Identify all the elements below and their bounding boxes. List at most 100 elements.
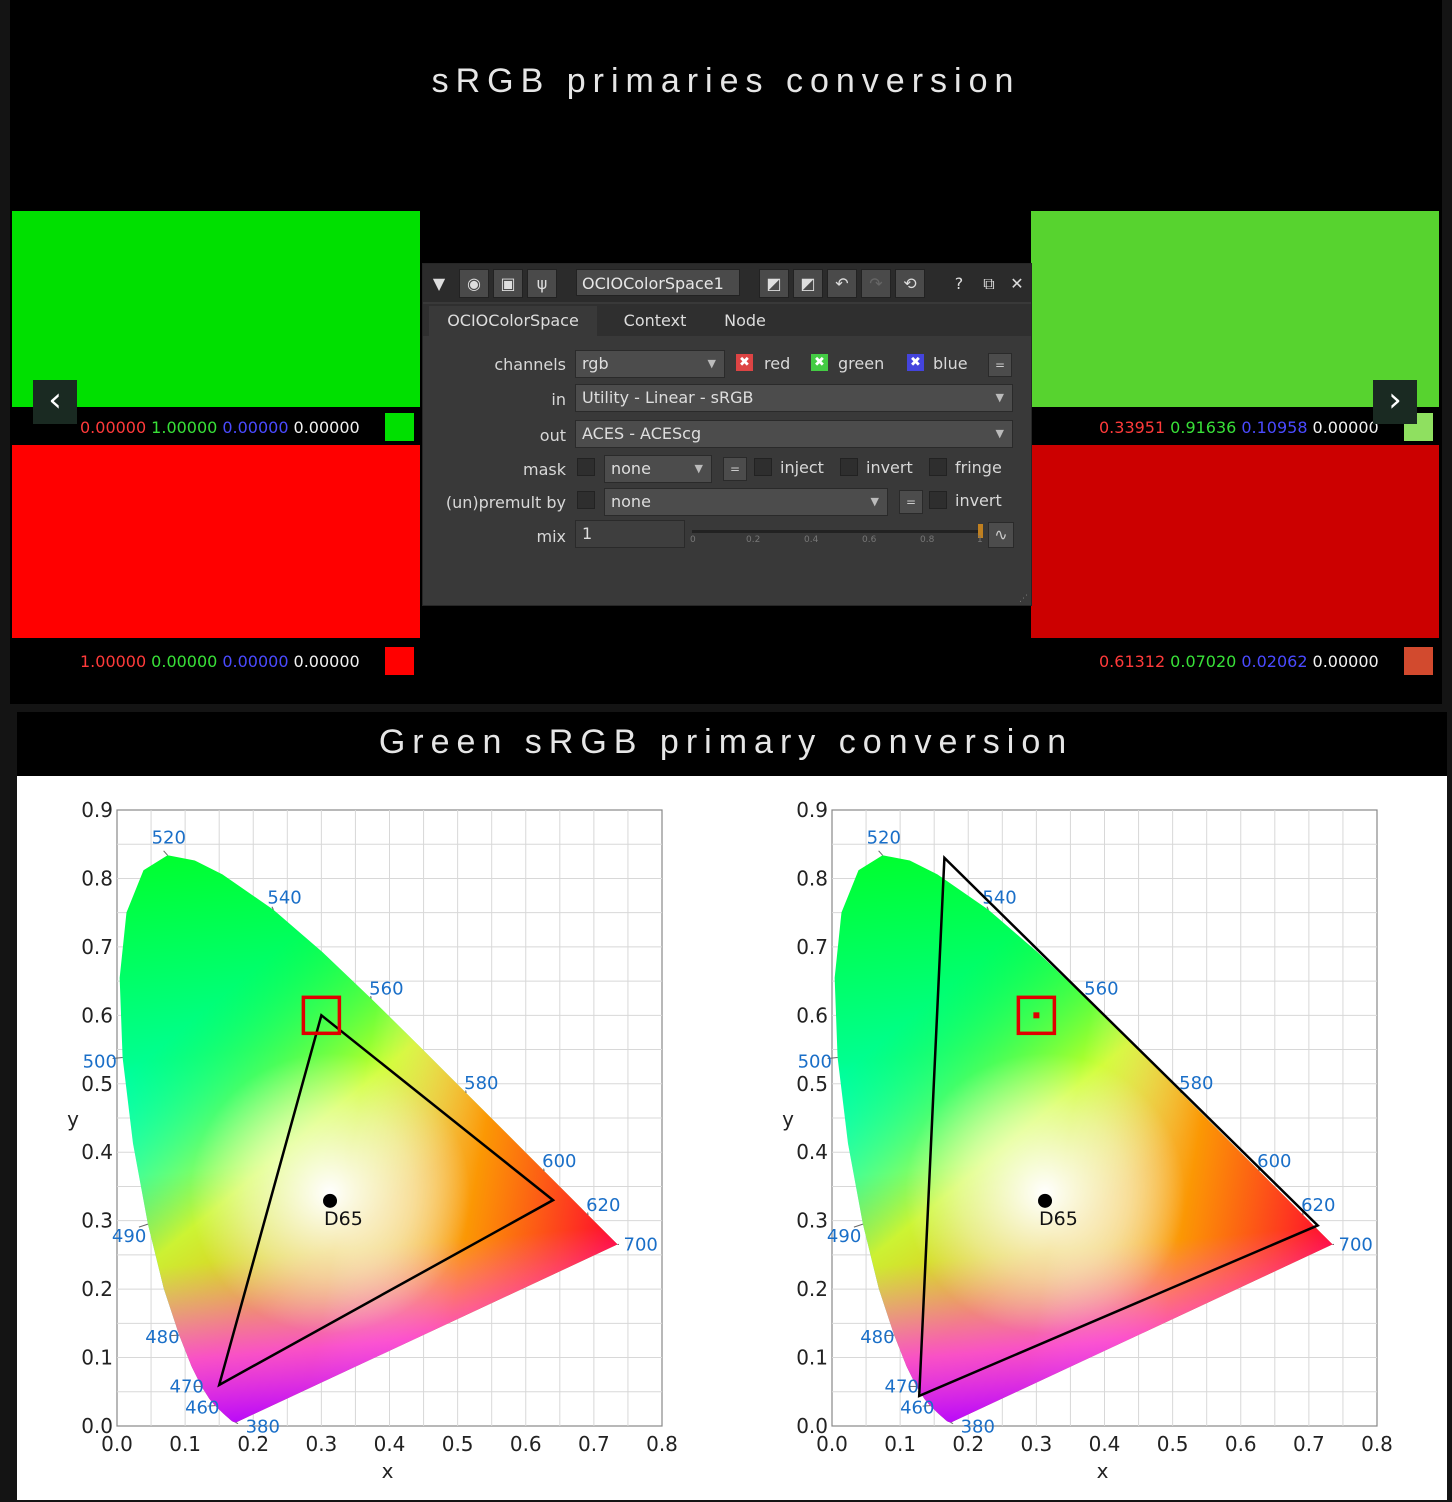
wavelength-label: 380: [246, 1417, 280, 1438]
value-r: 0.61312: [1099, 652, 1166, 671]
cie-chart-right: 0.0 0.1 0.2 0.3 0.4 0.5 0.6 0.7 0.8 0.0 0.1 0.2 0.3 0…: [782, 798, 1393, 1483]
x-tick-label: 0.5: [1157, 1432, 1189, 1456]
slider-tick-labels: 0 0.2 0.4 0.6 0.8 1: [690, 535, 984, 547]
invert-premult-checkbox[interactable]: [929, 491, 947, 509]
y-tick-label: 0.0: [796, 1414, 828, 1438]
wavelength-label: 520: [152, 827, 186, 848]
channels-dropdown[interactable]: rgb ▼: [575, 350, 725, 378]
x-axis-label: x: [1097, 1459, 1109, 1483]
next-arrow-button[interactable]: ›: [1373, 380, 1417, 424]
wavelength-label: 580: [1179, 1073, 1213, 1094]
tab-ociocolorspace[interactable]: OCIOColorSpace: [429, 306, 597, 336]
wrench-icon[interactable]: ψ: [527, 269, 557, 298]
wavelength-tick: [112, 1056, 123, 1059]
right-green-swatch: [1031, 211, 1439, 407]
premult-checkbox[interactable]: [577, 491, 595, 509]
wavelength-tick: [465, 1090, 467, 1094]
out-label: out: [539, 426, 566, 445]
redo-icon[interactable]: ↷: [861, 269, 891, 298]
wavelength-label: 490: [112, 1226, 146, 1247]
out-colorspace-dropdown[interactable]: ACES - ACEScg ▼: [575, 420, 1013, 448]
x-tick-label: 0.4: [1089, 1432, 1121, 1456]
mask-dropdown[interactable]: none ▼: [604, 455, 712, 483]
x-axis-label: x: [382, 1459, 394, 1483]
wavelength-tick: [853, 1223, 864, 1228]
x-tick-label: 0.1: [884, 1432, 916, 1456]
top-title: sRGB primaries conversion: [431, 62, 1021, 100]
blue-checkbox[interactable]: ✖: [907, 354, 924, 371]
tab-context[interactable]: Context: [623, 311, 687, 330]
help-button[interactable]: ?: [947, 269, 971, 298]
y-tick-label: 0.4: [796, 1140, 828, 1164]
undo-icon[interactable]: ↶: [827, 269, 857, 298]
channels-link-button[interactable]: =: [988, 353, 1012, 377]
wavelength-label: 500: [83, 1051, 117, 1072]
revert-icon[interactable]: ⟲: [895, 269, 925, 298]
y-tick-label: 0.9: [796, 798, 828, 822]
mask-link-button[interactable]: =: [723, 457, 747, 481]
x-tick-label: 0.4: [374, 1432, 406, 1456]
mix-slider[interactable]: 0 0.2 0.4 0.6 0.8 1: [690, 520, 984, 548]
premult-dropdown[interactable]: none ▼: [604, 488, 888, 516]
y-tick-label: 0.2: [81, 1277, 113, 1301]
wavelength-tick: [543, 1168, 545, 1172]
inject-label: inject: [780, 458, 824, 477]
value-b: 0.00000: [222, 652, 289, 671]
prev-arrow-button[interactable]: ‹: [33, 380, 77, 424]
whitepoint-dot: [323, 1193, 338, 1208]
wavelength-tick: [986, 906, 989, 910]
slider-tick: 1: [977, 535, 983, 545]
value-a: 0.00000: [293, 652, 360, 671]
wavelength-label: 380: [961, 1417, 995, 1438]
mix-input[interactable]: 1: [575, 520, 685, 548]
float-window-icon[interactable]: ⧉: [977, 269, 1001, 298]
wavelength-tick: [271, 906, 274, 910]
chevron-down-icon: ▼: [707, 357, 716, 370]
wavelength-label: 620: [1301, 1195, 1335, 1216]
blue-label: blue: [933, 354, 968, 373]
whitepoint-label: D65: [324, 1208, 363, 1230]
left-green-swatch: [12, 211, 420, 407]
wavelength-label: 470: [170, 1376, 204, 1397]
red-checkbox[interactable]: ✖: [736, 354, 753, 371]
color-a-icon[interactable]: ◩: [759, 269, 789, 298]
left-green-values: 0.00000 1.00000 0.00000 0.00000: [80, 418, 365, 437]
value-r: 1.00000: [80, 652, 147, 671]
slider-handle[interactable]: [978, 524, 983, 538]
slider-tick: 0.8: [920, 535, 935, 545]
wavelength-label: 620: [586, 1195, 620, 1216]
mask-checkbox[interactable]: [577, 458, 595, 476]
x-tick-label: 0.6: [1225, 1432, 1257, 1456]
bottom-title: Green sRGB primary conversion: [378, 723, 1074, 761]
circle-icon[interactable]: ◉: [459, 269, 489, 298]
chevron-down-icon: ▼: [995, 391, 1004, 404]
collapse-arrow-icon[interactable]: ▼: [425, 269, 453, 298]
curve-animation-icon[interactable]: ∿: [988, 522, 1014, 548]
x-tick-label: 0.7: [578, 1432, 610, 1456]
right-red-values: 0.61312 0.07020 0.02062 0.00000: [1099, 652, 1384, 671]
fringe-checkbox[interactable]: [929, 458, 947, 476]
wavelength-tick: [1302, 1212, 1304, 1216]
wavelength-tick: [587, 1212, 589, 1216]
tab-node[interactable]: Node: [724, 311, 766, 330]
invert-mask-checkbox[interactable]: [840, 458, 858, 476]
in-colorspace-value: Utility - Linear - sRGB: [582, 388, 754, 407]
mask-label: mask: [523, 460, 566, 479]
in-label: in: [551, 390, 566, 409]
premult-link-button[interactable]: =: [899, 490, 923, 514]
ocio-properties-panel: ▼ ◉ ▣ ψ OCIOColorSpace1 ◩ ◩ ↶ ↷ ⟲ ? ⧉ ✕ …: [422, 263, 1032, 606]
green-checkbox[interactable]: ✖: [811, 354, 828, 371]
wavelength-label: 490: [827, 1226, 861, 1247]
y-tick-label: 0.1: [796, 1346, 828, 1370]
color-b-icon[interactable]: ◩: [793, 269, 823, 298]
in-colorspace-dropdown[interactable]: Utility - Linear - sRGB ▼: [575, 384, 1013, 412]
node-name-field[interactable]: OCIOColorSpace1: [576, 269, 740, 296]
viewer-icon[interactable]: ▣: [493, 269, 523, 298]
inject-checkbox[interactable]: [754, 458, 772, 476]
right-red-chip: [1404, 647, 1433, 675]
resize-grip-icon[interactable]: ⋰: [1019, 594, 1028, 604]
wavelength-label: 480: [145, 1327, 179, 1348]
y-axis-label: y: [67, 1107, 79, 1131]
close-icon[interactable]: ✕: [1005, 269, 1029, 298]
fringe-label: fringe: [955, 458, 1002, 477]
